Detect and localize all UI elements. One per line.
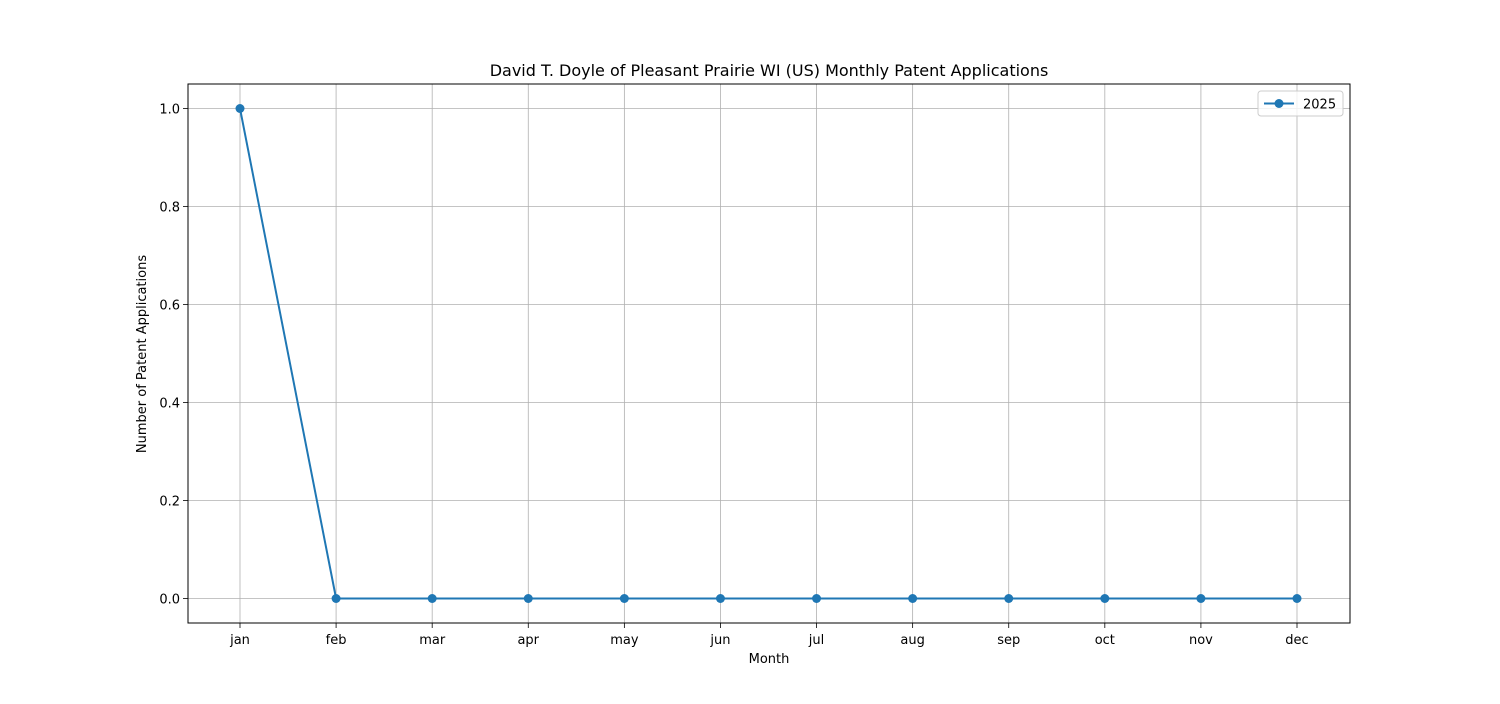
y-tick-label: 0.6 — [159, 299, 180, 314]
data-point-may — [620, 594, 629, 603]
legend-marker — [1275, 99, 1284, 108]
data-point-jul — [812, 594, 821, 603]
x-tick-label: apr — [517, 633, 539, 648]
x-tick-label: jul — [808, 633, 824, 648]
data-point-sep — [1004, 594, 1013, 603]
x-tick-label: nov — [1189, 633, 1213, 648]
data-point-jun — [716, 594, 725, 603]
x-tick-label: jan — [229, 633, 250, 648]
chart-title: David T. Doyle of Pleasant Prairie WI (U… — [490, 61, 1049, 80]
data-point-apr — [524, 594, 533, 603]
y-tick-label: 0.2 — [159, 495, 180, 510]
data-point-nov — [1196, 594, 1205, 603]
x-tick-label: feb — [326, 633, 347, 648]
x-tick-label: mar — [419, 633, 446, 648]
y-tick-label: 0.8 — [159, 201, 180, 216]
x-tick-label: sep — [997, 633, 1020, 648]
x-tick-label: dec — [1285, 633, 1308, 648]
x-tick-label: oct — [1095, 633, 1115, 648]
x-axis-label: Month — [749, 652, 790, 667]
x-tick-label: jun — [709, 633, 730, 648]
y-tick-label: 0.4 — [159, 397, 180, 412]
grid-lines — [188, 84, 1350, 623]
series-line-2025 — [240, 109, 1297, 599]
data-point-mar — [428, 594, 437, 603]
data-point-oct — [1100, 594, 1109, 603]
plot-frame — [188, 84, 1350, 623]
data-point-aug — [908, 594, 917, 603]
y-axis-label: Number of Patent Applications — [135, 255, 150, 453]
data-point-feb — [332, 594, 341, 603]
data-point-jan — [236, 104, 245, 113]
y-tick-label: 1.0 — [159, 103, 180, 118]
y-tick-label: 0.0 — [159, 593, 180, 608]
x-tick-label: may — [610, 633, 639, 648]
data-point-dec — [1293, 594, 1302, 603]
legend: 2025 — [1258, 91, 1343, 116]
legend-label: 2025 — [1303, 98, 1336, 113]
x-tick-label: aug — [900, 633, 924, 648]
